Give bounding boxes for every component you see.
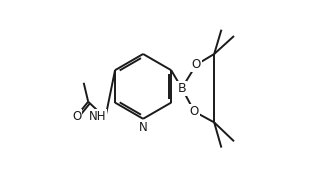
Text: O: O xyxy=(72,110,81,123)
Text: B: B xyxy=(177,82,186,95)
Text: N: N xyxy=(139,121,147,134)
Text: O: O xyxy=(190,105,199,118)
Text: NH: NH xyxy=(89,110,106,123)
Text: O: O xyxy=(192,58,201,71)
